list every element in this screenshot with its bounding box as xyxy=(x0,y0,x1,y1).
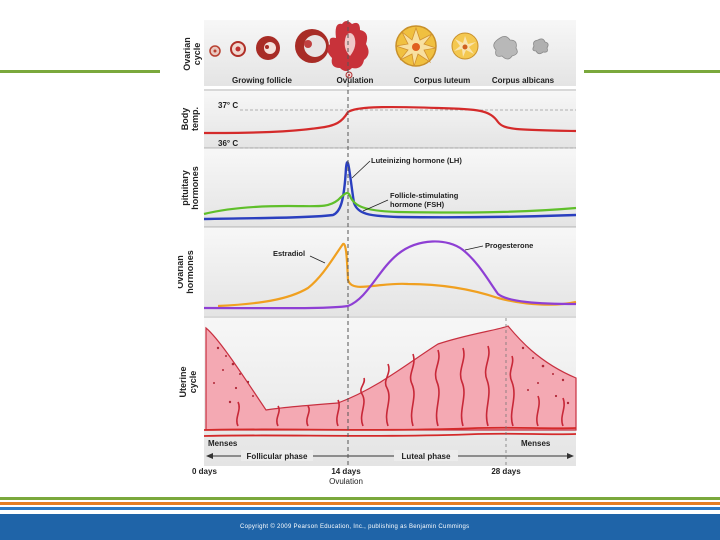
progesterone-pointer xyxy=(464,245,484,251)
endometrium-tissue xyxy=(205,325,577,431)
temperature-panel-bg xyxy=(204,91,576,148)
day-28-label: 28 days xyxy=(491,467,521,476)
luteal-phase-bg xyxy=(394,450,458,461)
estradiol-pointer xyxy=(309,255,326,264)
label-ovarian-cycle-line1: Ovarian xyxy=(182,37,192,71)
stripe-blue xyxy=(0,507,720,510)
pituitary-panel-bg xyxy=(204,149,576,227)
mature-follicle-icon xyxy=(295,29,329,63)
label-anterior-pituitary: Anteriorpituitaryhormones xyxy=(178,166,200,210)
progesterone-label: Progesterone xyxy=(485,241,533,250)
day-14-ovulation-label: Ovulation xyxy=(329,477,363,486)
follicle-stage-2-icon xyxy=(230,41,246,57)
follicle-stage-1-icon xyxy=(209,45,221,57)
phase-arrow-right-head xyxy=(567,453,574,459)
estradiol-label: Estradiol xyxy=(273,249,305,258)
day-14-label: 14 days xyxy=(331,467,361,476)
stripe-orange xyxy=(0,502,720,505)
decor-line-left xyxy=(0,70,160,73)
lh-curve xyxy=(203,161,577,221)
copyright-text: Copyright © 2009 Pearson Education, Inc.… xyxy=(240,524,470,530)
corpus-albicans-large-icon xyxy=(493,36,518,60)
stage-growing-follicle: Growing follicle xyxy=(232,76,293,85)
progesterone-curve xyxy=(203,240,577,310)
stripe-green xyxy=(0,497,720,500)
follicular-phase-bg xyxy=(241,450,313,461)
stage-corpus-albicans: Corpus albicans xyxy=(492,76,555,85)
regressing-corpus-luteum-icon xyxy=(451,32,479,60)
menses-left-label: Menses xyxy=(208,439,238,448)
corpus-albicans-small-icon xyxy=(532,38,549,55)
phase-arrow-left-head xyxy=(206,453,213,459)
ovulation-rupture-icon xyxy=(327,21,369,79)
myometrium-vessels xyxy=(203,426,577,437)
fsh-label-line1: Follicle-stimulating xyxy=(390,191,459,200)
footer-bar: Copyright © 2009 Pearson Education, Inc.… xyxy=(0,514,720,540)
day-0-label: 0 days xyxy=(192,467,217,476)
lh-label: Luteinizing hormone (LH) xyxy=(371,156,462,165)
label-ovarian-cycle-line2: cycle xyxy=(192,43,202,66)
temperature-curve xyxy=(203,105,577,135)
shedding-particles xyxy=(213,346,570,405)
menstrual-cycle-figure: Ovariancycle Bodytemp. Anteriorpituitary… xyxy=(170,18,578,488)
follicle-stage-3-icon xyxy=(256,36,280,60)
corpus-luteum-icon xyxy=(395,25,437,67)
temp-low-label: 36° C xyxy=(218,139,238,148)
lh-pointer xyxy=(351,160,371,179)
uterine-glands xyxy=(236,345,565,427)
fsh-label-line2: hormone (FSH) xyxy=(390,200,445,209)
label-uterine-cycle: Uterinecycle xyxy=(178,366,198,397)
decor-stripes xyxy=(0,496,720,514)
label-body-temp: Bodytemp. xyxy=(180,107,200,131)
stage-corpus-luteum: Corpus luteum xyxy=(414,76,470,85)
luteal-phase-label: Luteal phase xyxy=(402,452,451,461)
fsh-pointer xyxy=(362,199,389,212)
stage-ovulation: Ovulation xyxy=(337,76,374,85)
fsh-curve xyxy=(203,191,577,216)
label-ovarian-hormones: Ovarianhormones xyxy=(178,250,195,294)
decor-line-right xyxy=(584,70,720,73)
temp-high-label: 37° C xyxy=(218,101,238,110)
menses-right-label: Menses xyxy=(521,439,551,448)
follicular-phase-label: Follicular phase xyxy=(247,452,308,461)
label-ovarian-cycle: Ovariancycle xyxy=(182,37,202,71)
